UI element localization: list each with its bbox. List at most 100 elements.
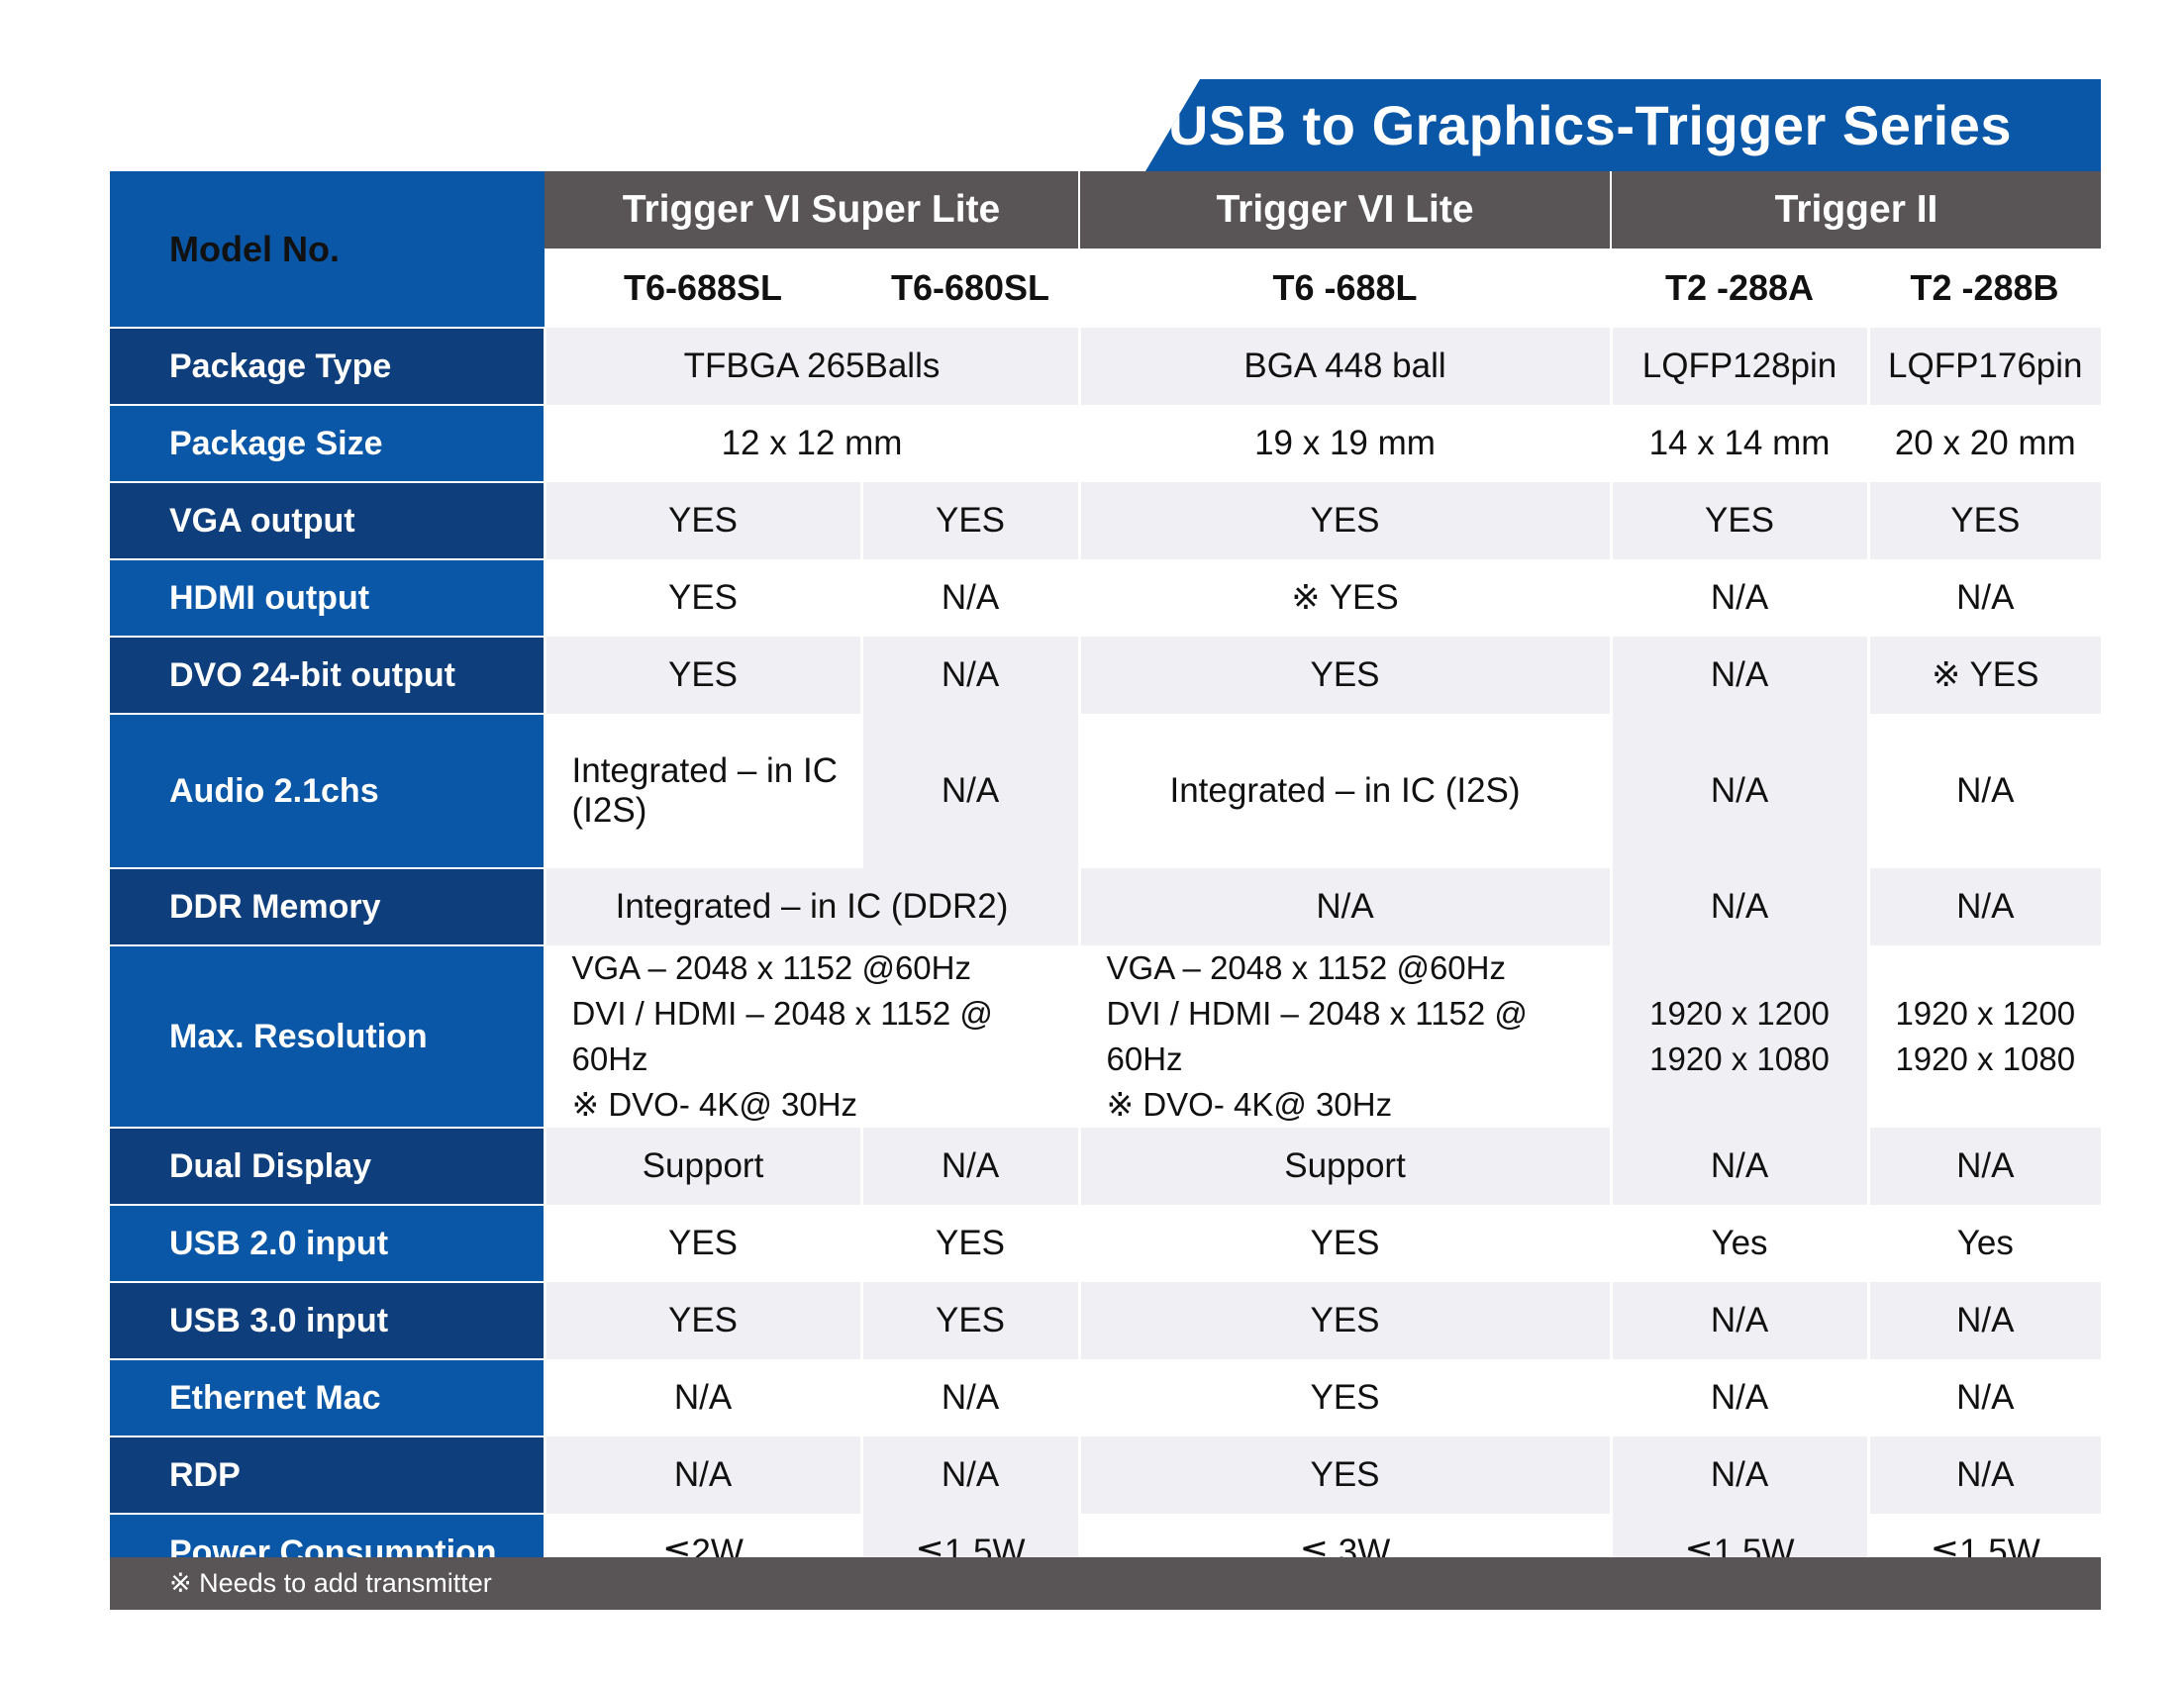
cell: 1920 x 1200 1920 x 1080 [1609,945,1869,1128]
cell: Integrated – in IC (DDR2) [543,868,1080,945]
row-label: Ethernet Mac [110,1359,545,1437]
group-header-super-lite: Trigger VI Super Lite [545,171,1081,248]
row-dvo-output: DVO 24-bit output YES N/A YES N/A ※ YES [110,637,2102,715]
cell: YES [859,482,1080,559]
row-label: Audio 2.1chs [110,714,545,869]
cell: N/A [1866,1282,2102,1359]
cell: YES [1077,1436,1612,1514]
page-title: USB to Graphics-Trigger Series [1167,94,2012,156]
row-label: Max. Resolution [110,945,545,1129]
row-package-type: Package Type TFBGA 265Balls BGA 448 ball… [110,328,2102,406]
cell: BGA 448 ball [1077,328,1612,405]
cell: YES [859,1282,1080,1359]
cell: LQFP176pin [1866,328,2102,405]
model-t2-288b: T2 -288B [1868,248,2102,328]
cell: YES [1077,1282,1612,1359]
group-header-lite: Trigger VI Lite [1079,171,1613,248]
spec-table: Model No. Trigger VI Super Lite Trigger … [110,171,2102,1592]
cell: N/A [1609,1282,1869,1359]
row-ethernet-mac: Ethernet Mac N/A N/A YES N/A N/A [110,1359,2102,1437]
row-label: VGA output [110,482,545,560]
cell: N/A [1866,868,2102,945]
cell: N/A [1609,559,1869,637]
group-header-trigger-ii: Trigger II [1611,171,2102,248]
row-label: Package Type [110,328,545,406]
row-usb3-input: USB 3.0 input YES YES YES N/A N/A [110,1282,2102,1360]
row-dual-display: Dual Display Support N/A Support N/A N/A [110,1128,2102,1206]
cell: N/A [859,637,1080,714]
cell: YES [1077,1205,1612,1282]
cell: N/A [1866,559,2102,637]
cell: N/A [1609,1128,1869,1205]
cell: ※ YES [1866,637,2102,714]
group-header-row: Model No. Trigger VI Super Lite Trigger … [110,171,2102,329]
model-t6-688sl: T6-688SL [545,248,861,328]
cell: YES [543,482,861,559]
cell: Support [1077,1128,1612,1205]
model-t6-688l: T6 -688L [1079,248,1612,328]
row-label: HDMI output [110,559,545,638]
cell: 1920 x 1200 1920 x 1080 [1866,945,2102,1128]
cell: N/A [859,1359,1080,1436]
model-t2-288a: T2 -288A [1611,248,1869,328]
cell: N/A [1609,868,1869,945]
cell: N/A [1866,1436,2102,1514]
cell: N/A [1609,1436,1869,1514]
cell: 20 x 20 mm [1866,405,2102,482]
cell: Integrated – in IC (I2S) [543,714,861,868]
row-label: USB 2.0 input [110,1205,545,1283]
cell: N/A [859,559,1080,637]
row-ddr-memory: DDR Memory Integrated – in IC (DDR2) N/A… [110,868,2102,946]
cell: TFBGA 265Balls [543,328,1080,405]
cell: YES [1077,482,1612,559]
cell: VGA – 2048 x 1152 @60Hz DVI / HDMI – 204… [1077,945,1612,1128]
cell: YES [543,559,861,637]
model-no-label: Model No. [110,171,545,329]
cell: N/A [859,1128,1080,1205]
model-t6-680sl: T6-680SL [861,248,1080,328]
cell: LQFP128pin [1609,328,1869,405]
row-label: DDR Memory [110,868,545,946]
cell: N/A [1609,714,1869,868]
row-package-size: Package Size 12 x 12 mm 19 x 19 mm 14 x … [110,405,2102,483]
title-banner: USB to Graphics-Trigger Series [1145,79,2101,171]
row-audio: Audio 2.1chs Integrated – in IC (I2S) N/… [110,714,2102,869]
footnote: ※ Needs to add transmitter [169,1568,492,1598]
cell: YES [1077,1359,1612,1436]
cell: 19 x 19 mm [1077,405,1612,482]
cell: ※ YES [1077,559,1612,637]
row-usb2-input: USB 2.0 input YES YES YES Yes Yes [110,1205,2102,1283]
row-vga-output: VGA output YES YES YES YES YES [110,482,2102,560]
cell: YES [1866,482,2102,559]
footnote-bar: ※ Needs to add transmitter [110,1557,2101,1610]
cell: YES [543,1205,861,1282]
cell: N/A [543,1359,861,1436]
row-label: Power Consumption [110,1514,545,1592]
cell: Yes [1866,1205,2102,1282]
cell: N/A [1077,868,1612,945]
row-hdmi-output: HDMI output YES N/A ※ YES N/A N/A [110,559,2102,638]
cell: N/A [1609,637,1869,714]
cell: N/A [859,714,1080,868]
cell: N/A [1866,714,2102,868]
row-max-resolution: Max. Resolution VGA – 2048 x 1152 @60Hz … [110,945,2102,1129]
cell: VGA – 2048 x 1152 @60Hz DVI / HDMI – 204… [543,945,1080,1128]
cell: YES [859,1205,1080,1282]
cell: N/A [859,1436,1080,1514]
row-label: Dual Display [110,1128,545,1206]
cell: Integrated – in IC (I2S) [1077,714,1612,868]
row-label: USB 3.0 input [110,1282,545,1360]
cell: 14 x 14 mm [1609,405,1869,482]
model-header-row: T6-688SL T6-680SL T6 -688L T2 -288A T2 -… [110,248,2102,328]
cell: Yes [1609,1205,1869,1282]
cell: YES [543,1282,861,1359]
row-label: Package Size [110,405,545,483]
row-rdp: RDP N/A N/A YES N/A N/A [110,1436,2102,1515]
cell: N/A [543,1436,861,1514]
row-label: RDP [110,1436,545,1515]
cell: N/A [1609,1359,1869,1436]
cell: Support [543,1128,861,1205]
row-label: DVO 24-bit output [110,637,545,715]
cell: YES [1077,637,1612,714]
cell: 12 x 12 mm [543,405,1080,482]
